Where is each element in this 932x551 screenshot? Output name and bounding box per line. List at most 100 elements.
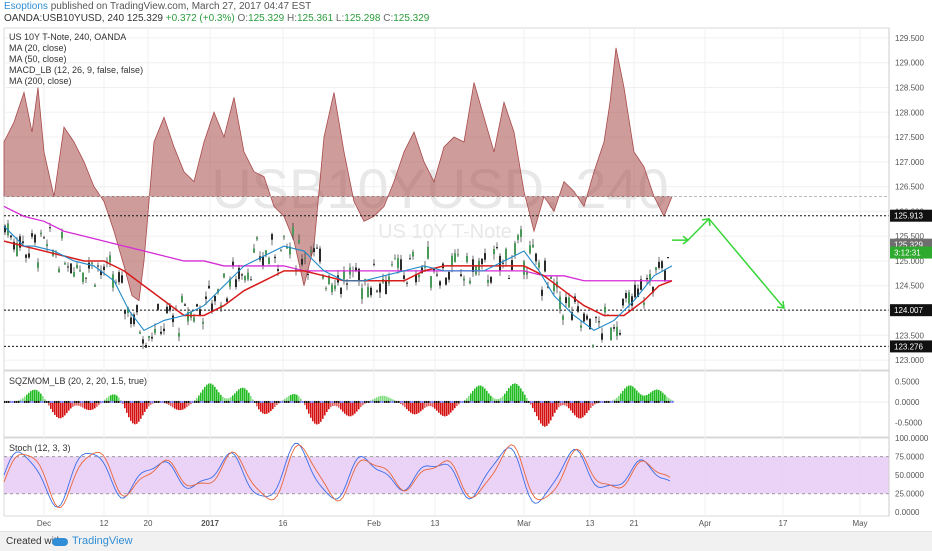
candle-body (196, 304, 198, 307)
squeeze-dot (4, 400, 6, 403)
squeeze-dot (286, 400, 288, 403)
squeeze-bar (570, 401, 572, 411)
squeeze-dot (516, 400, 518, 403)
squeeze-bar (556, 401, 558, 410)
squeeze-bar (388, 397, 390, 402)
squeeze-bar (408, 401, 410, 412)
squeeze-dot (342, 400, 344, 403)
candle-body (613, 327, 615, 329)
candle-body (616, 326, 618, 336)
squeeze-dot (262, 400, 264, 403)
candle-body (640, 279, 642, 290)
squeeze-bar (212, 384, 214, 402)
squeeze-dot (616, 400, 618, 403)
squeeze-bar (202, 389, 204, 402)
squeeze-dot (294, 400, 296, 403)
squeeze-dot (10, 400, 12, 403)
candle-body (445, 277, 447, 285)
squeeze-bar (88, 401, 90, 411)
time-axis[interactable]: Dec 12 20 2017 16 Feb 13 Mar 13 21 Apr 17 May (37, 519, 868, 528)
squeeze-dot (298, 400, 300, 403)
squeeze-dot (218, 400, 220, 403)
squeeze-dot (14, 400, 16, 403)
squeeze-bar (484, 388, 486, 402)
price-tick-label: 126.500 (895, 183, 924, 192)
squeeze-bar (530, 401, 532, 405)
squeeze-dot (578, 400, 580, 403)
squeeze-dot (166, 400, 168, 403)
squeeze-bar (86, 401, 88, 410)
squeeze-dot (382, 400, 384, 403)
squeeze-dot (132, 400, 134, 403)
candle-body (139, 332, 141, 334)
osc-tick-label: -0.5000 (895, 419, 923, 428)
candle-body (316, 247, 318, 249)
tradingview-brand-link[interactable]: TradingView (72, 535, 133, 547)
candle-body (121, 275, 123, 283)
moving-averages (3, 205, 673, 332)
squeeze-dot (170, 400, 172, 403)
squeeze-bar (70, 401, 72, 409)
projection-arrows[interactable] (672, 217, 785, 309)
squeeze-dot (418, 400, 420, 403)
squeeze-dot (514, 400, 516, 403)
candle-body (424, 266, 426, 268)
squeeze-bar (534, 401, 536, 413)
squeeze-dot (350, 400, 352, 403)
squeeze-dot (510, 400, 512, 403)
candle-body (649, 274, 651, 280)
squeeze-bar (572, 401, 574, 413)
candle-body (604, 306, 606, 313)
candle-body (502, 262, 504, 264)
squeeze-bar (346, 401, 348, 416)
squeeze-dot (558, 400, 560, 403)
candle-body (91, 262, 93, 264)
squeeze-bar (146, 401, 148, 409)
squeeze-bar (628, 385, 630, 402)
price-pane[interactable] (3, 27, 890, 371)
squeeze-dot (248, 400, 250, 403)
support-resistance-lines[interactable] (4, 215, 889, 347)
squeeze-bar (166, 401, 168, 404)
price-axis[interactable]: 129.500 129.000 128.500 128.000 127.500 127.0… (888, 28, 932, 517)
squeeze-dot (222, 400, 224, 403)
squeeze-dot (210, 400, 212, 403)
squeeze-bar (636, 390, 638, 402)
osc-tick-label: 0.5000 (895, 377, 920, 386)
squeeze-bar (22, 398, 24, 402)
candle-body (328, 275, 330, 285)
candle-body (565, 297, 567, 304)
chart-canvas[interactable]: USB10YUSD, 240 US 10Y T-Note 129.500129.… (0, 0, 932, 531)
squeeze-bar (580, 401, 582, 419)
squeeze-bar (294, 394, 296, 402)
candle-body (325, 287, 327, 289)
author-link[interactable]: Esoptions (4, 1, 48, 12)
stoch-lines (3, 442, 671, 508)
squeeze-dot (458, 400, 460, 403)
squeeze-dot (180, 400, 182, 403)
candle-body (343, 270, 345, 280)
squeeze-dot (274, 400, 276, 403)
squeeze-bar (142, 401, 144, 416)
squeeze-dot (588, 400, 590, 403)
candle-body (559, 296, 561, 310)
squeeze-dot (106, 400, 108, 403)
squeeze-dot (502, 400, 504, 403)
candle-body (355, 267, 357, 271)
squeeze-bar (524, 394, 526, 402)
squeeze-bar (62, 401, 64, 418)
candle-body (130, 317, 132, 325)
squeeze-bar (300, 398, 302, 402)
candle-body (628, 292, 630, 304)
price-tick-label: 129.000 (895, 59, 924, 68)
squeeze-bar (562, 401, 564, 406)
squeeze-dot (40, 400, 42, 403)
squeeze-dot (426, 400, 428, 403)
squeeze-dot (602, 400, 604, 403)
squeeze-dot (376, 400, 378, 403)
squeeze-bar (350, 401, 352, 417)
candle-body (457, 254, 459, 256)
squeeze-dot (398, 400, 400, 403)
candle-body (475, 265, 477, 275)
squeeze-dot (644, 400, 646, 403)
